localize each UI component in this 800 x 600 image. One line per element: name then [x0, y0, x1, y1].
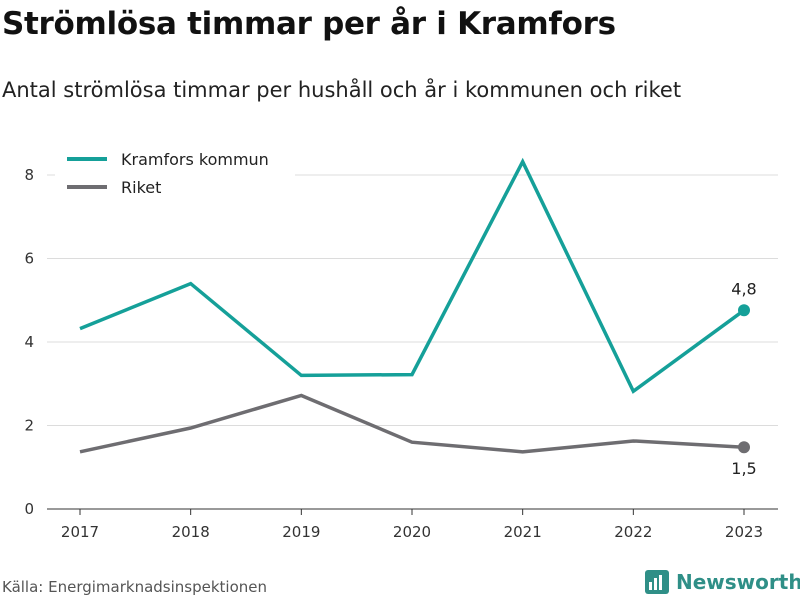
data-point	[738, 441, 750, 454]
end-value-label: 4,8	[731, 279, 756, 298]
newsworthy-brand: Newsworthy	[644, 569, 800, 595]
y-tick-label: 0	[24, 500, 34, 518]
brand-name: Newsworthy	[676, 570, 800, 594]
y-tick-label: 2	[24, 417, 34, 435]
newsworthy-logo-icon	[645, 570, 669, 594]
y-axis: 0 2 4 6 8	[24, 166, 34, 518]
series-lines: 4,8 1,5	[79, 157, 757, 478]
x-tick-label: 2021	[504, 523, 542, 541]
legend-label: Riket	[121, 178, 161, 197]
y-tick-label: 4	[24, 333, 34, 351]
x-tick-label: 2018	[172, 523, 210, 541]
series-line-riket	[79, 393, 745, 454]
x-tick-label: 2022	[614, 523, 652, 541]
line-chart: 0 2 4 6 8 2017 2018 2019 2020 2021 2022 2023 4,8 1,…	[24, 142, 778, 541]
x-tick-label: 2023	[725, 523, 763, 541]
x-tick-label: 2017	[61, 523, 99, 541]
series-line-kramfors	[79, 157, 746, 394]
x-axis: 2017 2018 2019 2020 2021 2022 2023	[47, 508, 778, 541]
grid-lines	[47, 174, 778, 427]
chart-title: Strömlösa timmar per år i Kramfors	[2, 6, 616, 42]
source-note: Källa: Energimarknadsinspektionen	[2, 578, 268, 596]
x-tick-label: 2019	[282, 523, 320, 541]
y-tick-label: 6	[24, 250, 34, 268]
y-tick-label: 8	[24, 166, 34, 184]
legend: Kramfors kommun Riket	[55, 142, 295, 204]
x-tick-label: 2020	[393, 523, 431, 541]
data-point	[738, 304, 750, 317]
legend-background	[55, 142, 295, 204]
end-value-label: 1,5	[731, 459, 756, 478]
chart-subtitle: Antal strömlösa timmar per hushåll och å…	[2, 78, 682, 102]
legend-label: Kramfors kommun	[121, 150, 269, 169]
